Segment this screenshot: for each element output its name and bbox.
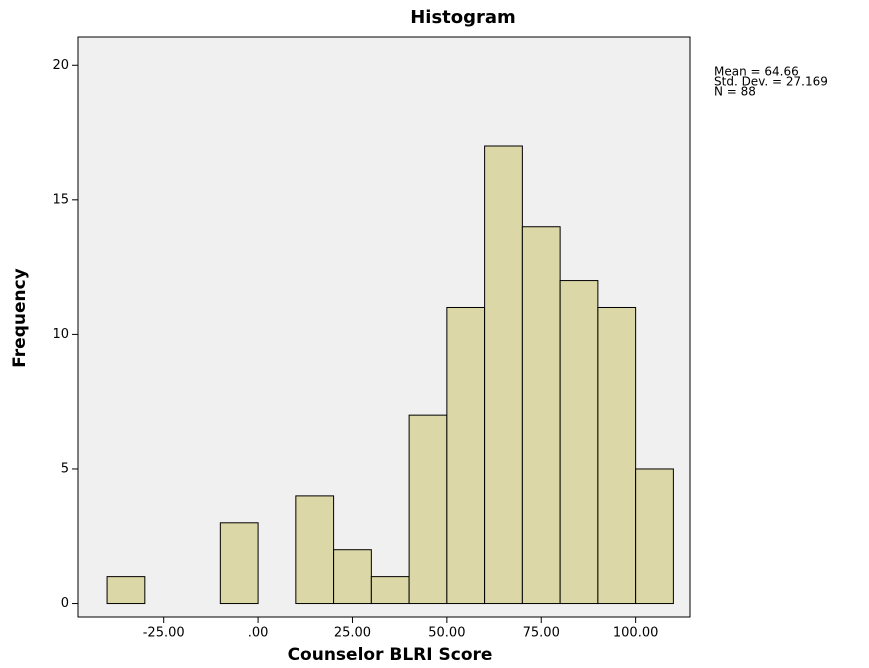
x-tick-label: 25.00 <box>334 625 371 640</box>
x-axis-label: Counselor BLRI Score <box>288 645 493 665</box>
annotation: N = 88 <box>714 85 756 99</box>
y-tick-label: 0 <box>61 596 69 611</box>
bar <box>635 468 674 605</box>
bar <box>106 576 146 605</box>
y-tick-label: 10 <box>52 327 69 342</box>
x-tick-label: .00 <box>248 625 269 640</box>
x-tick-label: 75.00 <box>523 625 560 640</box>
bar <box>370 576 410 605</box>
bar <box>295 495 335 605</box>
bar <box>597 306 637 605</box>
bar <box>446 306 486 605</box>
annotation: Mean = 64.66 <box>714 65 799 79</box>
x-tick-label: 100.00 <box>613 625 659 640</box>
chart-title: Histogram <box>410 7 516 28</box>
y-tick-label: 15 <box>52 192 69 207</box>
y-axis-label: Frequency <box>10 268 30 368</box>
bar <box>484 145 523 605</box>
bar <box>559 280 599 605</box>
bar <box>408 414 448 605</box>
x-tick-label: -25.00 <box>143 625 185 640</box>
y-tick-label: 5 <box>61 461 69 476</box>
bar <box>219 522 259 605</box>
y-tick-label: 20 <box>52 58 69 73</box>
x-tick-label: 50.00 <box>428 625 465 640</box>
bar <box>333 549 372 605</box>
bar <box>521 226 561 605</box>
annotation: Std. Dev. = 27.169 <box>714 75 828 89</box>
